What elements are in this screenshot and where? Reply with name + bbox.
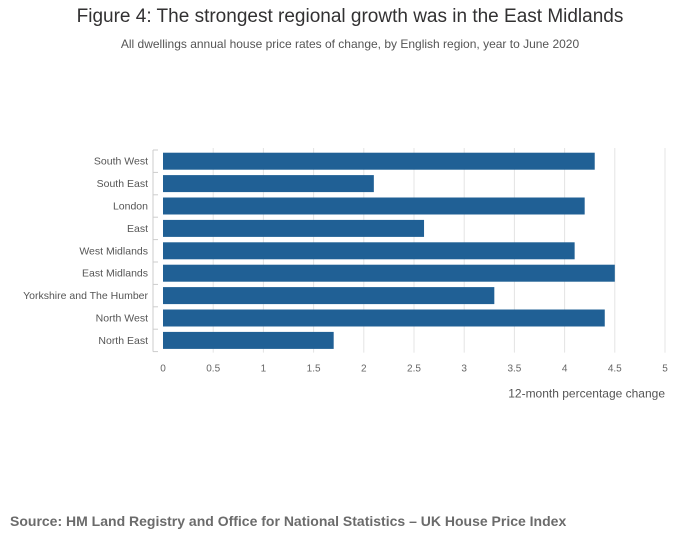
bar[interactable] [163,152,595,170]
x-tick-label: 0 [160,364,166,375]
category-label: East Midlands [82,268,148,280]
x-tick-label: 2 [361,364,367,375]
category-label: North West [96,313,148,325]
x-tick-label: 2.5 [407,364,421,375]
x-tick-label: 1 [261,364,267,375]
category-label: South East [97,178,148,190]
x-axis-label: 12-month percentage change [508,387,665,401]
category-label: West Midlands [79,245,148,257]
bar[interactable] [163,219,425,237]
bar[interactable] [163,309,605,327]
x-tick-label: 3 [461,364,467,375]
x-tick-labels: 0 0.5 1 1.5 2 2.5 3 3.5 4 4.5 5 [160,364,668,375]
bar[interactable] [163,242,575,260]
bar[interactable] [163,287,495,305]
chart-title: Figure 4: The strongest regional growth … [76,6,624,27]
category-label: East [127,223,148,235]
chart-subtitle: All dwellings annual house price rates o… [120,37,580,51]
bars [163,152,615,349]
bar[interactable] [163,197,585,215]
category-label: North East [98,335,148,347]
category-label: Yorkshire and The Humber [23,290,148,302]
source-note: Source: HM Land Registry and Office for … [10,513,567,529]
x-tick-label: 1.5 [307,364,321,375]
category-label: South West [94,156,148,168]
bar[interactable] [163,264,615,282]
x-tick-label: 4 [562,364,568,375]
x-tick-label: 4.5 [608,364,622,375]
x-tick-label: 0.5 [206,364,220,375]
x-tick-label: 5 [662,364,668,375]
x-tick-label: 3.5 [507,364,521,375]
category-labels: South West South East London East West Midla… [23,149,158,353]
category-label: London [113,201,148,213]
bar[interactable] [163,175,374,193]
bar[interactable] [163,331,334,349]
